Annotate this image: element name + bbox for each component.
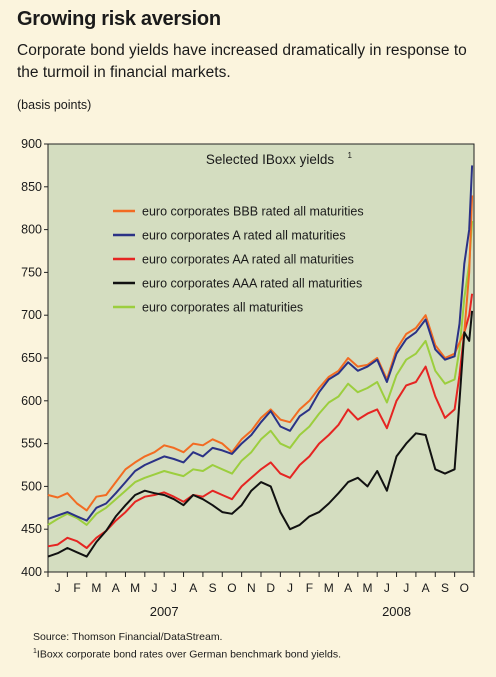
x-tick-label: M: [324, 581, 334, 595]
series-line: [47, 220, 474, 526]
x-tick-label: J: [171, 581, 177, 595]
legend-label: euro corporates A rated all maturities: [142, 229, 346, 243]
x-tick-label: S: [209, 581, 217, 595]
legend-label: euro corporates BBB rated all maturities: [142, 205, 364, 219]
x-tick-label: A: [344, 581, 352, 595]
footnote-mark: 1: [33, 648, 37, 655]
x-tick-label: J: [55, 581, 61, 595]
x-tick-label: N: [247, 581, 256, 595]
y-tick-label: 450: [21, 522, 42, 536]
footnote-text: IBoxx corporate bond rates over German b…: [36, 648, 341, 661]
x-tick-label: M: [91, 581, 101, 595]
year-label: 2007: [150, 604, 179, 619]
legend-label: euro corporates AAA rated all maturities: [142, 277, 362, 291]
series-line: [47, 293, 474, 549]
legend-label: euro corporates AA rated all maturities: [142, 253, 354, 267]
x-tick-label: D: [266, 581, 275, 595]
y-tick-label: 650: [21, 351, 42, 365]
plot-area: [47, 143, 475, 573]
plot-title: Selected IBoxx yields: [206, 152, 335, 167]
y-tick-label: 400: [21, 565, 42, 579]
series-line: [47, 165, 474, 522]
plot-title-superscript: 1: [348, 151, 353, 160]
x-tick-label: F: [306, 581, 313, 595]
x-tick-label: J: [403, 581, 409, 595]
y-tick-label: 700: [21, 308, 42, 322]
x-tick-label: O: [227, 581, 236, 595]
series-line: [47, 195, 474, 512]
x-tick-label: J: [152, 581, 158, 595]
series-line: [47, 310, 474, 558]
y-tick-label: 900: [21, 137, 42, 151]
year-label: 2008: [382, 604, 411, 619]
x-tick-label: F: [73, 581, 80, 595]
y-tick-label: 600: [21, 394, 42, 408]
x-tick-label: A: [112, 581, 120, 595]
y-tick-label: 500: [21, 479, 42, 493]
y-tick-label: 750: [21, 265, 42, 279]
x-tick-label: O: [460, 581, 469, 595]
source-note: Source: Thomson Financial/DataStream.: [33, 631, 223, 643]
x-tick-label: A: [422, 581, 430, 595]
units-label: (basis points): [17, 98, 92, 112]
chart-title: Growing risk aversion: [17, 8, 221, 30]
x-tick-label: M: [130, 581, 140, 595]
y-tick-label: 800: [21, 223, 42, 237]
footnote: 1IBoxx corporate bond rates over German …: [33, 648, 341, 661]
x-tick-label: A: [189, 581, 197, 595]
legend-label: euro corporates all maturities: [142, 301, 303, 315]
chart-subtitle: Corporate bond yields have increased dra…: [17, 42, 467, 81]
x-tick-label: M: [363, 581, 373, 595]
x-tick-label: S: [441, 581, 449, 595]
y-tick-label: 850: [21, 180, 42, 194]
x-tick-label: J: [287, 581, 293, 595]
x-tick-label: J: [384, 581, 390, 595]
y-tick-label: 550: [21, 437, 42, 451]
